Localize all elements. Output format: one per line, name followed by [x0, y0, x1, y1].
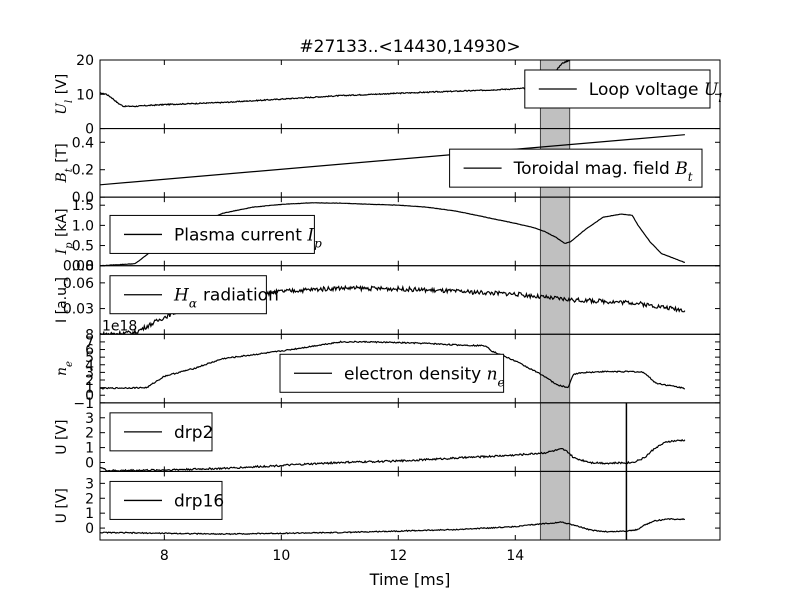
y-tick-label: 2: [85, 426, 94, 442]
highlight-band: [539, 470, 571, 541]
y-tick-label: 1: [85, 381, 94, 397]
legend: Toroidal mag. field Bt: [449, 148, 703, 188]
highlight-band: [539, 333, 571, 404]
y-axis-label: U [V]: [54, 420, 70, 455]
x-tick-label: 8: [160, 548, 169, 564]
legend: Hα radiation: [109, 275, 279, 315]
y-axis-label: I [a.u.]: [54, 277, 70, 323]
y-tick-label: −1: [73, 396, 94, 412]
y-tick-label: 6: [85, 343, 94, 359]
y-tick-label: 0: [85, 455, 94, 471]
legend-label: Loop voltage Ul: [589, 80, 722, 105]
y-tick-label: 0: [85, 122, 94, 138]
y-tick-label: 0.4: [72, 135, 94, 151]
legend: Plasma current Ip: [109, 214, 322, 254]
panel-3: 0.0 0.5 1.0 1.5Ip [kA] Plasma current Ip: [54, 196, 721, 275]
legend: drp16: [109, 480, 224, 520]
y-tick-label: 3: [85, 411, 94, 427]
y-tick-label: 1.0: [72, 218, 94, 234]
series-line-1: [100, 60, 571, 108]
series-line-2: [100, 134, 685, 186]
legend-label: Toroidal mag. field Bt: [513, 159, 693, 184]
series-line-6: [100, 438, 686, 472]
y-tick-label: 1.5: [72, 198, 94, 214]
y-axis-label: ne: [54, 361, 75, 376]
y-axis-label: Bt [T]: [54, 143, 75, 183]
legend-label: drp16: [174, 491, 224, 511]
y-tick-label: 0.03: [63, 302, 94, 318]
y-tick-label: 0.08: [63, 259, 94, 275]
highlight-band: [539, 402, 571, 472]
legend-label: drp2: [174, 423, 213, 443]
legend-label: Plasma current Ip: [174, 225, 322, 250]
series-line-5: [100, 340, 686, 390]
y-tick-label: 8: [85, 327, 94, 343]
panel-2: 0.0 0.2 0.4Bt [T] Toroidal mag. field Bt: [54, 128, 721, 206]
y-tick-label: 0.0: [72, 259, 94, 275]
y-tick-label: 2: [85, 491, 94, 507]
legend: electron density ne: [279, 353, 505, 393]
chart-title: #27133..<14430,14930>: [299, 37, 520, 57]
x-tick-label: 10: [272, 548, 290, 564]
y-tick-label: 0: [85, 521, 94, 537]
y-tick-label: 4: [85, 358, 94, 374]
series-line-7: [100, 517, 686, 536]
panel-frame: [99, 470, 721, 541]
y-tick-label: 0.5: [72, 239, 94, 255]
y-offset-label: 1e18: [102, 318, 137, 334]
y-tick-label: 3: [85, 365, 94, 381]
y-tick-label: 2: [85, 373, 94, 389]
legend-label: Hα radiation: [173, 286, 279, 311]
y-tick-label: 1: [85, 506, 94, 522]
y-tick-label: 0.0: [72, 190, 94, 206]
y-tick-label: 0.2: [72, 163, 94, 179]
x-axis-label: Time [ms]: [369, 570, 451, 589]
y-tick-label: 20: [76, 53, 94, 69]
y-axis-label: Ip [kA]: [54, 208, 75, 255]
x-tick-label: 12: [389, 548, 407, 564]
x-tick-label: 14: [506, 548, 524, 564]
y-tick-label: 3: [85, 476, 94, 492]
legend: Loop voltage Ul: [524, 69, 722, 109]
y-tick-label: 0.06: [63, 276, 94, 292]
y-tick-label: 5: [85, 350, 94, 366]
y-axis-label: U [V]: [54, 488, 70, 523]
legend-label: electron density ne: [344, 364, 505, 389]
legend: drp2: [109, 412, 213, 452]
y-tick-label: 10: [76, 87, 94, 103]
panel-4: 0.03 0.060.08 I [a.u.] Hα radiation: [54, 259, 721, 335]
y-axis-label: Ul [V]: [54, 74, 75, 115]
y-tick-label: 0: [85, 388, 94, 404]
y-tick-label: 1: [85, 441, 94, 457]
y-tick-label: 7: [85, 335, 94, 351]
x-axis-ticks: 8 10 12 14: [160, 548, 524, 564]
